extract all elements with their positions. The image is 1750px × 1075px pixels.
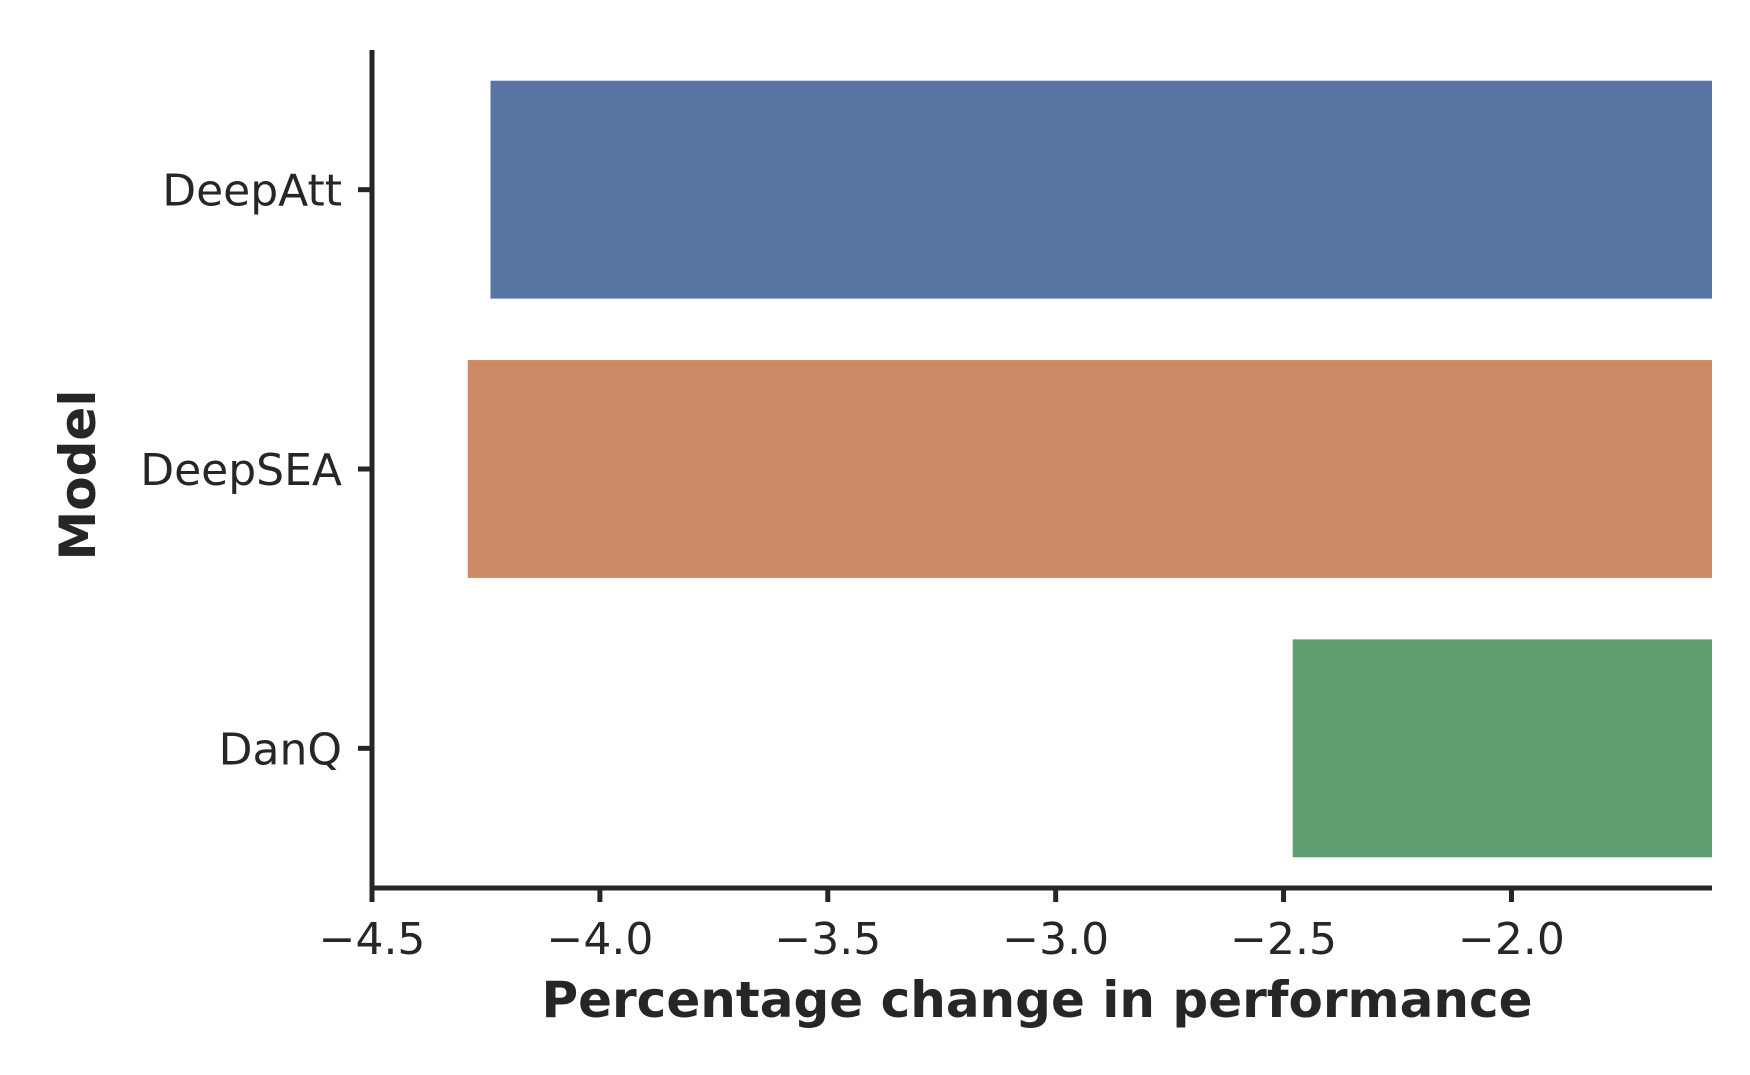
y-tick-label: DeepAtt (162, 166, 342, 217)
y-tick-label: DanQ (219, 724, 342, 775)
bar-deepatt (490, 80, 1712, 299)
x-tick-label: −2.5 (1230, 914, 1337, 965)
bars-layer (467, 80, 1712, 858)
bar-danq (1292, 639, 1712, 858)
x-tick-label: −4.5 (319, 914, 426, 965)
x-tick-label: −2.0 (1458, 914, 1565, 965)
ticks-layer: DeepAtt DeepSEA DanQ −4.5 −4.0 −3.5 −3.0 −2.5 −2… (140, 166, 1565, 965)
x-axis-title: Percentage change in performance (541, 971, 1532, 1029)
x-tick-label: −3.0 (1002, 914, 1109, 965)
bar-deepsea (467, 360, 1712, 578)
x-tick-label: −4.0 (546, 914, 653, 965)
y-axis-title: Model (49, 390, 107, 561)
x-tick-label: −3.5 (774, 914, 881, 965)
y-tick-label: DeepSEA (140, 445, 342, 496)
